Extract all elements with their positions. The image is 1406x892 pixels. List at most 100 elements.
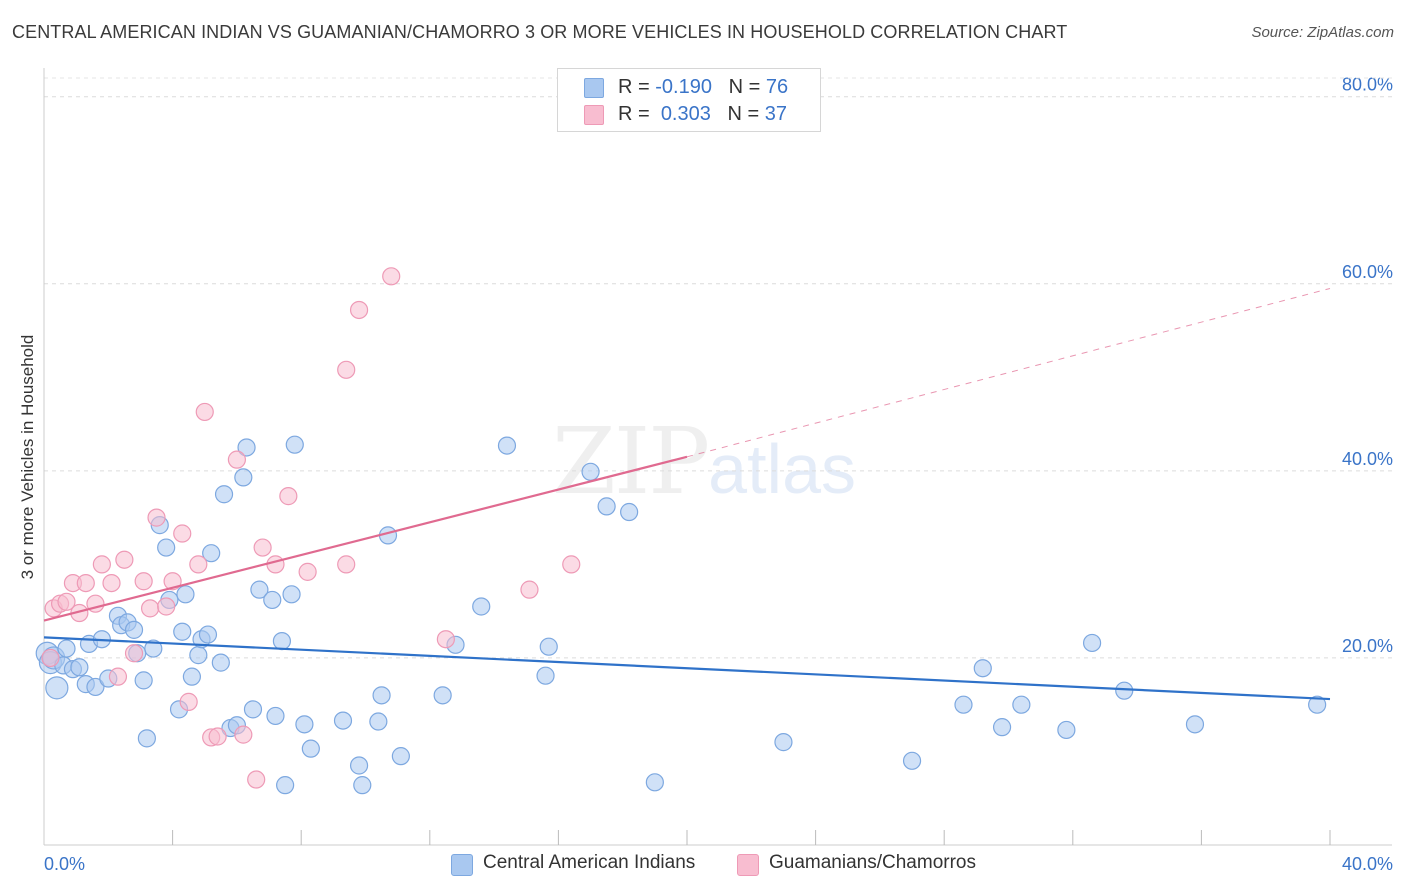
point-central-american: [902, 751, 922, 770]
correlation-legend: R = -0.190 N = 76 R = 0.303 N = 37: [557, 68, 821, 132]
point-guamanian: [436, 630, 455, 649]
x-tick-label: 40.0%: [1342, 854, 1393, 874]
point-guamanian: [195, 402, 214, 422]
point-guamanian: [562, 555, 581, 574]
point-central-american: [86, 677, 105, 697]
point-central-american: [301, 739, 320, 758]
point-guamanian: [41, 648, 60, 668]
point-central-american: [137, 729, 156, 748]
y-tick-label: 80.0%: [1342, 75, 1393, 95]
point-guamanian: [298, 562, 317, 581]
y-tick-label: 40.0%: [1342, 449, 1393, 469]
point-central-american: [124, 620, 144, 639]
legend-r-label: R =: [618, 76, 650, 98]
point-guamanian: [337, 555, 356, 574]
point-central-american: [282, 585, 301, 604]
point-central-american: [250, 580, 269, 599]
point-central-american: [353, 776, 372, 795]
x-tick-label: 0.0%: [44, 854, 85, 874]
point-central-american: [1115, 681, 1134, 700]
point-central-american: [391, 747, 410, 766]
point-guamanian: [337, 360, 356, 379]
point-central-american: [597, 497, 616, 516]
point-central-american: [774, 733, 793, 752]
point-central-american: [536, 666, 555, 685]
point-central-american: [176, 585, 195, 604]
series-swatch-pink: [737, 854, 759, 876]
point-central-american: [295, 715, 314, 734]
point-guamanian: [76, 573, 95, 593]
point-central-american: [202, 544, 221, 563]
point-central-american: [620, 502, 639, 522]
point-guamanian: [108, 667, 128, 686]
watermark-atlas: atlas: [708, 430, 857, 508]
y-tick-label: 60.0%: [1342, 262, 1393, 282]
point-guamanian: [163, 572, 182, 591]
point-guamanian: [115, 550, 134, 569]
point-central-american: [144, 639, 163, 658]
series-swatch-blue: [451, 854, 473, 876]
source-label: Source: ZipAtlas.com: [1251, 24, 1394, 41]
point-guamanian: [57, 592, 76, 611]
point-central-american: [173, 622, 192, 641]
point-central-american: [433, 686, 452, 705]
point-central-american: [57, 639, 76, 658]
legend-n-value: 76: [765, 76, 789, 98]
watermark: ZIPatlas: [552, 408, 856, 515]
point-central-american: [472, 597, 491, 616]
point-central-american: [276, 776, 295, 795]
point-guamanian: [234, 725, 253, 744]
point-central-american: [372, 686, 391, 705]
point-guamanian: [279, 487, 298, 506]
point-central-american: [1308, 695, 1327, 714]
legend-n-value: 37: [764, 103, 788, 125]
point-guamanian: [102, 573, 121, 593]
point-guamanian: [266, 555, 285, 574]
point-central-american: [263, 590, 282, 610]
legend-r-value: 0.303: [660, 103, 711, 125]
point-central-american: [272, 631, 292, 651]
point-central-american: [266, 706, 285, 726]
series-label: Guamanians/Chamorros: [769, 852, 976, 873]
point-guamanian: [520, 580, 539, 599]
point-central-american: [243, 700, 263, 719]
point-central-american: [497, 436, 517, 455]
trend-line-guamanian-extension: [686, 287, 1331, 458]
legend-r-value: -0.190: [655, 76, 712, 98]
trend-line-guamanian: [43, 455, 688, 622]
point-central-american: [189, 646, 208, 665]
legend-n-label: N =: [727, 103, 760, 125]
point-central-american: [70, 658, 89, 677]
point-central-american: [973, 659, 992, 678]
point-guamanian: [157, 597, 176, 616]
point-central-american: [182, 667, 201, 686]
point-central-american: [645, 773, 664, 792]
point-guamanian: [147, 508, 166, 527]
point-central-american: [1057, 720, 1076, 740]
point-guamanian: [140, 599, 160, 618]
y-axis-label: 3 or more Vehicles in Household: [18, 334, 37, 580]
legend-r-label: R =: [618, 103, 650, 125]
point-guamanian: [124, 644, 144, 663]
point-central-american: [234, 468, 253, 487]
point-central-american: [1082, 633, 1102, 653]
series-label: Central American Indians: [483, 852, 696, 873]
point-central-american: [198, 625, 218, 644]
point-central-american: [333, 711, 353, 730]
point-guamanian: [247, 770, 266, 789]
chart-title: CENTRAL AMERICAN INDIAN VS GUAMANIAN/CHA…: [12, 22, 1068, 42]
point-central-american: [1012, 695, 1031, 714]
point-central-american: [349, 756, 369, 775]
legend-n-label: N =: [728, 76, 761, 98]
point-guamanian: [173, 524, 192, 543]
y-tick-label: 20.0%: [1342, 636, 1393, 656]
point-guamanian: [134, 572, 153, 591]
point-central-american: [45, 676, 69, 700]
point-central-american: [369, 712, 388, 731]
point-guamanian: [208, 727, 227, 746]
trend-line-central-american: [43, 636, 1331, 701]
point-guamanian: [92, 555, 111, 574]
point-central-american: [134, 671, 153, 690]
point-guamanian: [227, 450, 246, 469]
